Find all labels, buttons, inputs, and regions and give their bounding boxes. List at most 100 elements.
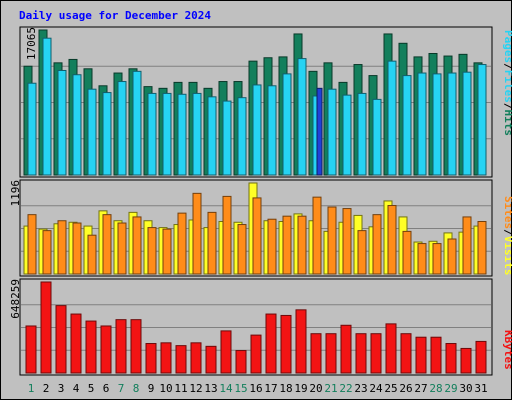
- hits-bar-files-17: [267, 85, 277, 176]
- x-tick-label-18: 18: [279, 382, 292, 395]
- x-tick-label-21: 21: [324, 382, 337, 395]
- hits-ymax-label: 17065: [25, 27, 38, 60]
- x-tick-label-13: 13: [204, 382, 217, 395]
- kbytes-bar-kbytes-10: [160, 342, 172, 374]
- legend-sites: Sites: [502, 196, 512, 229]
- visits-bar-sites-4: [72, 222, 82, 275]
- visits-bar-sites-18: [282, 215, 292, 275]
- kbytes-bar-kbytes-23: [355, 333, 367, 374]
- hits-bar-files-31: [477, 64, 487, 176]
- chart-title: Daily usage for December 2024: [19, 9, 211, 22]
- visits-bar-sites-29: [447, 238, 457, 275]
- kbytes-bar-kbytes-16: [250, 334, 262, 374]
- hits-bar-files-9: [147, 92, 157, 176]
- hits-bar-pages-20: [316, 87, 323, 176]
- visits-bar-sites-24: [372, 214, 382, 275]
- x-tick-label-29: 29: [444, 382, 457, 395]
- kbytes-bar-kbytes-15: [235, 350, 247, 374]
- x-tick-label-5: 5: [88, 382, 95, 395]
- visits-bar-sites-11: [177, 212, 187, 275]
- kbytes-bar-kbytes-27: [415, 336, 427, 374]
- x-tick-label-24: 24: [369, 382, 383, 395]
- visits-bar-sites-27: [417, 243, 427, 275]
- visits-bar-sites-10: [162, 228, 172, 275]
- hits-bar-files-30: [462, 71, 472, 176]
- x-tick-label-15: 15: [234, 382, 247, 395]
- kbytes-bar-kbytes-7: [115, 319, 127, 374]
- kbytes-bar-kbytes-21: [325, 333, 337, 374]
- visits-bar-sites-6: [102, 214, 112, 275]
- hits-bar-files-26: [402, 75, 412, 176]
- hits-legend: Pages/Files/Hits: [502, 30, 512, 136]
- x-tick-label-14: 14: [219, 382, 233, 395]
- kbytes-bar-kbytes-2: [40, 281, 52, 374]
- kbytes-bar-kbytes-3: [55, 305, 67, 374]
- x-tick-label-4: 4: [73, 382, 80, 395]
- hits-bar-files-14: [222, 100, 232, 176]
- hits-bar-files-28: [432, 73, 442, 176]
- hits-bar-files-11: [177, 93, 187, 176]
- x-tick-label-9: 9: [148, 382, 155, 395]
- hits-bar-files-3: [57, 69, 67, 176]
- kbytes-bar-kbytes-22: [340, 324, 352, 374]
- hits-bar-files-5: [87, 88, 97, 176]
- x-tick-label-7: 7: [118, 382, 125, 395]
- x-tick-label-28: 28: [429, 382, 442, 395]
- x-tick-label-1: 1: [28, 382, 35, 395]
- kbytes-bar-kbytes-26: [400, 333, 412, 374]
- visits-bar-sites-13: [207, 211, 217, 275]
- kbytes-bar-kbytes-12: [190, 342, 202, 374]
- visits-bar-sites-7: [117, 222, 127, 275]
- visits-bar-sites-21: [327, 206, 337, 275]
- x-tick-label-8: 8: [133, 382, 140, 395]
- x-tick-label-20: 20: [309, 382, 322, 395]
- hits-bar-files-2: [42, 37, 52, 176]
- x-tick-label-17: 17: [264, 382, 277, 395]
- visits-bar-sites-12: [192, 192, 202, 275]
- visits-bar-sites-26: [402, 230, 412, 275]
- visits-ymax-label: 1196: [9, 180, 22, 207]
- visits-bar-sites-22: [342, 208, 352, 275]
- kbytes-bar-kbytes-17: [265, 313, 277, 374]
- x-tick-label-25: 25: [384, 382, 397, 395]
- hits-bar-files-16: [252, 84, 262, 176]
- hits-bar-files-6: [102, 92, 112, 176]
- hits-bar-files-21: [327, 88, 337, 176]
- legend-hits: Hits: [502, 110, 512, 137]
- hits-bar-files-7: [117, 81, 127, 176]
- hits-bar-files-19: [297, 58, 307, 176]
- kbytes-bar-kbytes-19: [295, 309, 307, 374]
- x-tick-label-27: 27: [414, 382, 427, 395]
- x-tick-label-31: 31: [474, 382, 487, 395]
- visits-bar-sites-20: [312, 196, 322, 275]
- visits-bar-sites-8: [132, 216, 142, 275]
- kbytes-bar-kbytes-24: [370, 333, 382, 374]
- kbytes-ymax-label: 648259: [9, 279, 22, 319]
- kbytes-bar-kbytes-31: [475, 340, 487, 374]
- x-tick-label-6: 6: [103, 382, 110, 395]
- kbytes-bar-kbytes-25: [385, 323, 397, 374]
- hits-bar-files-29: [447, 72, 457, 176]
- visits-bar-sites-15: [237, 224, 247, 275]
- visits-bar-sites-31: [477, 221, 487, 275]
- x-tick-label-30: 30: [459, 382, 472, 395]
- hits-bar-files-8: [132, 70, 142, 176]
- kbytes-bar-kbytes-4: [70, 313, 82, 374]
- hits-bar-files-4: [72, 74, 82, 176]
- visits-bar-sites-17: [267, 218, 277, 275]
- visits-bar-sites-5: [87, 234, 97, 275]
- legend-visits: Visits: [502, 236, 512, 276]
- visits-bar-sites-25: [387, 205, 397, 275]
- x-tick-label-26: 26: [399, 382, 412, 395]
- kbytes-bar-kbytes-5: [85, 320, 97, 374]
- legend-pages: Pages: [502, 30, 512, 63]
- x-tick-label-16: 16: [249, 382, 262, 395]
- hits-bar-files-12: [192, 92, 202, 176]
- visits-bar-sites-16: [252, 197, 262, 275]
- x-tick-label-10: 10: [159, 382, 172, 395]
- kbytes-bar-kbytes-28: [430, 336, 442, 374]
- hits-bar-files-22: [342, 94, 352, 176]
- legend-kbytes: KBytes: [502, 330, 512, 370]
- hits-bar-files-1: [27, 82, 37, 176]
